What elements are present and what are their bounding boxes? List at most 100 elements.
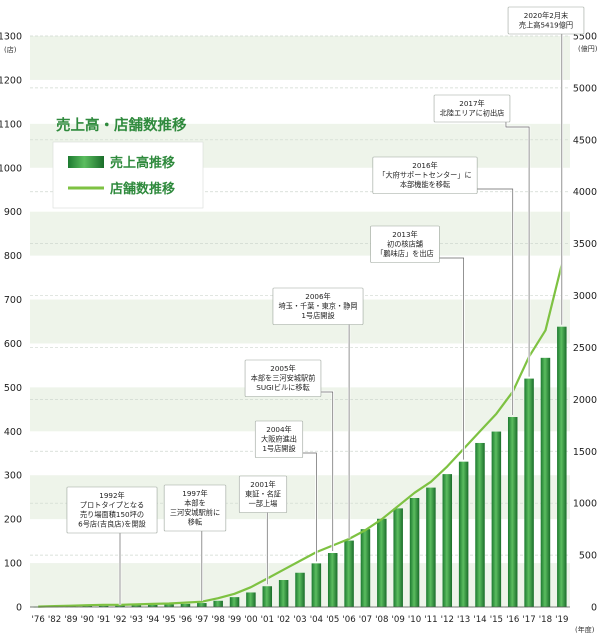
x-tick-label: '91 xyxy=(97,615,110,625)
y-right-tick-label: 1500 xyxy=(573,447,597,458)
y-left-tick-label: 400 xyxy=(4,427,22,438)
legend-label-stores: 店舗数推移 xyxy=(110,181,175,197)
grid-band xyxy=(30,211,570,256)
bar xyxy=(131,605,142,607)
annotation-box xyxy=(254,420,304,458)
bar xyxy=(426,487,436,607)
bar xyxy=(278,580,289,607)
x-tick-label: '16 xyxy=(506,615,519,625)
annotation-box xyxy=(370,225,440,263)
x-unit: (年度) xyxy=(575,625,595,634)
y-left-tick-label: 1300 xyxy=(0,32,22,43)
x-tick-label: '10 xyxy=(408,615,421,625)
legend-box xyxy=(52,141,204,209)
annotation-text: 売上高5419億円 xyxy=(519,21,573,30)
y-left-tick-label: 100 xyxy=(4,559,22,570)
annotation-text: 1992年 xyxy=(99,491,124,500)
bar xyxy=(262,586,273,607)
bar xyxy=(344,540,354,607)
y-right-tick-label: 4000 xyxy=(573,187,597,198)
x-tick-label: '19 xyxy=(555,615,568,625)
x-tick-label: '18 xyxy=(539,615,552,625)
bar xyxy=(229,597,240,607)
y-right-tick-label: 0 xyxy=(591,603,597,614)
annotation-text: 東証・名証 xyxy=(245,490,281,499)
x-tick-label: '76 xyxy=(32,615,45,625)
annotation-text: 2016年 xyxy=(412,161,437,170)
annotation-text: 2020年2月末 xyxy=(524,11,568,20)
annotation-text: 埼玉・千葉・東京・静岡 xyxy=(278,302,357,311)
annotation-box xyxy=(507,6,585,35)
y-right-tick-label: 3000 xyxy=(573,291,597,302)
legend-bar-swatch xyxy=(68,156,104,168)
x-tick-label: '00 xyxy=(244,615,257,625)
x-tick-label: '94 xyxy=(146,615,159,625)
bar xyxy=(213,600,223,607)
annotation-text: 2013年 xyxy=(392,230,417,239)
bar xyxy=(295,572,305,607)
x-tick-label: '99 xyxy=(228,615,241,625)
annotation-box xyxy=(66,486,158,534)
x-tick-label: '17 xyxy=(522,615,535,625)
annotation-text: 北陸エリアに初出店 xyxy=(440,109,505,118)
store-count-line xyxy=(38,264,563,608)
x-tick-label: '01 xyxy=(261,615,274,625)
chart-title: 売上高・店舗数推移 xyxy=(56,116,187,134)
x-tick-label: '12 xyxy=(441,615,454,625)
x-tick-label: '08 xyxy=(375,615,388,625)
x-tick-label: '92 xyxy=(113,615,126,625)
y-left-tick-label: 1100 xyxy=(0,119,22,130)
bar xyxy=(360,529,371,607)
bar xyxy=(409,497,420,607)
annotation-box xyxy=(163,484,227,532)
x-tick-label: '03 xyxy=(293,615,306,625)
y-left-tick-label: 600 xyxy=(4,339,22,350)
annotation-text: プロトタイプとなる xyxy=(80,501,144,510)
x-tick-label: '96 xyxy=(179,615,192,625)
y-left-tick-label: 500 xyxy=(4,383,22,394)
annotation-box xyxy=(272,287,364,325)
x-tick-label: '95 xyxy=(162,615,175,625)
x-tick-label: '90 xyxy=(81,615,94,625)
y-left-tick-label: 900 xyxy=(4,207,22,218)
annotation-text: 一部上場 xyxy=(249,499,278,508)
bar xyxy=(98,605,109,607)
bar xyxy=(197,603,207,607)
y-left-tick-label: 1000 xyxy=(0,163,22,174)
bar xyxy=(147,604,158,607)
bar xyxy=(246,592,256,607)
x-tick-label: '82 xyxy=(48,615,61,625)
y-right-tick-label: 5000 xyxy=(573,83,597,94)
y-right-unit: (億円) xyxy=(578,44,598,53)
annotation-text: 大阪府進出 xyxy=(261,435,297,444)
x-tick-label: '13 xyxy=(457,615,470,625)
x-tick-label: '07 xyxy=(359,615,372,625)
x-tick-label: '98 xyxy=(212,615,225,625)
annotation-text: 本部を xyxy=(184,499,206,508)
y-left-tick-label: 200 xyxy=(4,515,22,526)
bar xyxy=(82,605,93,607)
annotation-box xyxy=(433,94,511,123)
annotation-text: 売り場面積150坪の xyxy=(80,510,144,519)
annotation-text: 6号店(吉良店)を開設 xyxy=(78,520,146,529)
annotation-box xyxy=(238,475,288,513)
annotation-text: 2005年 xyxy=(270,364,295,373)
legend-label-sales: 売上高推移 xyxy=(110,155,175,171)
y-right-tick-label: 2000 xyxy=(573,395,597,406)
annotation-text: 移転 xyxy=(188,518,202,527)
bar xyxy=(442,474,453,607)
annotation-text: 2017年 xyxy=(459,99,484,108)
bar xyxy=(507,417,518,607)
bar xyxy=(491,431,502,607)
annotation-box xyxy=(244,359,322,397)
